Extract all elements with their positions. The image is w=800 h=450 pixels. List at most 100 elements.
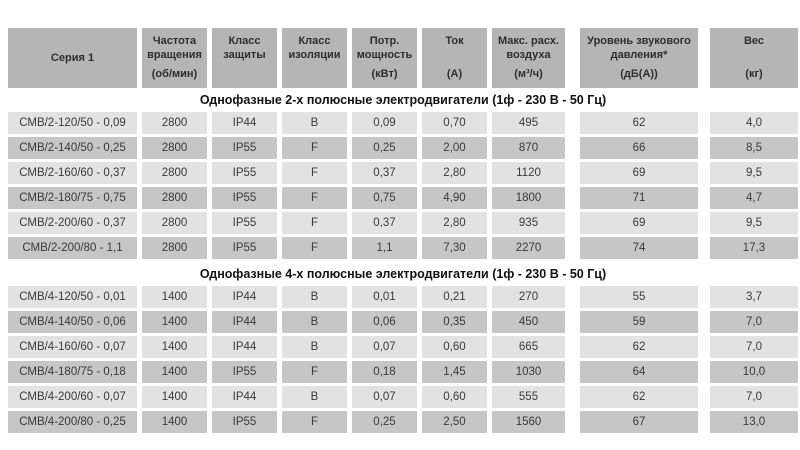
cell-value: 0,35 [422, 311, 487, 333]
cell-value: 2,50 [422, 411, 487, 433]
cell-value: 0,70 [422, 112, 487, 134]
cell-value: 17,3 [710, 237, 798, 259]
cell-value: 1030 [492, 361, 565, 383]
cell-value: IP44 [212, 336, 277, 358]
cell-value: 7,0 [710, 386, 798, 408]
table-row: СМВ/4-180/75 - 0,18 1400 IP55 F 0,18 1,45 1030… [8, 361, 800, 383]
table-row: СМВ/2-180/75 - 0,75 2800 IP55 F 0,75 4,90 1800… [8, 187, 800, 209]
cell-value: 0,25 [352, 137, 417, 159]
cell-value: IP55 [212, 237, 277, 259]
cell-value: 62 [580, 386, 698, 408]
header-power: Потр. мощность (кВт) [352, 28, 417, 88]
cell-value: 2800 [142, 187, 207, 209]
cell-model-name: СМВ/2-160/60 - 0,37 [8, 162, 137, 184]
header-unit: (кВт) [371, 68, 398, 81]
cell-value: F [282, 137, 347, 159]
cell-value: 9,5 [710, 162, 798, 184]
cell-value: 55 [580, 286, 698, 308]
cell-value: F [282, 162, 347, 184]
cell-value: F [282, 361, 347, 383]
cell-value: 1,45 [422, 361, 487, 383]
cell-value: 1,1 [352, 237, 417, 259]
cell-model-name: СМВ/2-180/75 - 0,75 [8, 187, 137, 209]
cell-value: 0,75 [352, 187, 417, 209]
cell-value: 2800 [142, 162, 207, 184]
cell-value: 69 [580, 162, 698, 184]
cell-model-name: СМВ/4-120/50 - 0,01 [8, 286, 137, 308]
header-label: Класс изоляции [288, 35, 341, 61]
cell-value: 3,7 [710, 286, 798, 308]
cell-value: IP55 [212, 411, 277, 433]
header-max-airflow: Макс. расх. воздуха (м³/ч) [492, 28, 565, 88]
motor-spec-table: Серия 1 Частота вращения (об/мин) Класс … [8, 28, 800, 433]
header-label: Частота вращения [147, 35, 202, 61]
table-row: СМВ/4-200/60 - 0,07 1400 IP44 B 0,07 0,60 555 6… [8, 386, 800, 408]
cell-value: IP55 [212, 162, 277, 184]
cell-value: IP44 [212, 112, 277, 134]
cell-value: 0,07 [352, 336, 417, 358]
header-protection-class: Класс защиты [212, 28, 277, 88]
cell-value: 1400 [142, 311, 207, 333]
cell-value: 62 [580, 112, 698, 134]
cell-value: 7,30 [422, 237, 487, 259]
cell-value: 0,37 [352, 212, 417, 234]
cell-model-name: СМВ/4-160/60 - 0,07 [8, 336, 137, 358]
cell-value: 4,0 [710, 112, 798, 134]
cell-value: 0,06 [352, 311, 417, 333]
header-rotation-speed: Частота вращения (об/мин) [142, 28, 207, 88]
cell-value: 59 [580, 311, 698, 333]
header-label: Ток [445, 35, 464, 47]
cell-value: 0,21 [422, 286, 487, 308]
header-weight: Вес (кг) [710, 28, 798, 88]
header-series: Серия 1 [8, 28, 137, 88]
motor-spec-page: Серия 1 Частота вращения (об/мин) Класс … [8, 28, 800, 433]
cell-value: B [282, 386, 347, 408]
cell-value: 71 [580, 187, 698, 209]
header-sound-pressure: Уровень звукового давления* (дБ(А)) [580, 28, 698, 88]
header-current: Ток (А) [422, 28, 487, 88]
cell-value: B [282, 336, 347, 358]
cell-value: 1120 [492, 162, 565, 184]
cell-value: 74 [580, 237, 698, 259]
cell-value: B [282, 112, 347, 134]
table-row: СМВ/2-160/60 - 0,37 2800 IP55 F 0,37 2,80 1120… [8, 162, 800, 184]
cell-value: 64 [580, 361, 698, 383]
cell-value: 9,5 [710, 212, 798, 234]
table-header-row: Серия 1 Частота вращения (об/мин) Класс … [8, 28, 800, 88]
cell-value: 2800 [142, 137, 207, 159]
cell-value: 2,80 [422, 212, 487, 234]
table-row: СМВ/2-200/80 - 1,1 2800 IP55 F 1,1 7,30 2270 74… [8, 237, 800, 259]
cell-value: 7,0 [710, 336, 798, 358]
header-insulation-class: Класс изоляции [282, 28, 347, 88]
table-row: СМВ/4-120/50 - 0,01 1400 IP44 B 0,01 0,21 270 5… [8, 286, 800, 308]
cell-value: 495 [492, 112, 565, 134]
header-unit: (об/мин) [151, 68, 198, 81]
cell-value: F [282, 187, 347, 209]
cell-model-name: СМВ/2-200/60 - 0,37 [8, 212, 137, 234]
cell-value: 10,0 [710, 361, 798, 383]
cell-value: F [282, 212, 347, 234]
table-body: Однофазные 2-х полюсные электродвигатели… [8, 88, 800, 433]
cell-value: IP44 [212, 386, 277, 408]
cell-value: 2800 [142, 237, 207, 259]
cell-value: 0,37 [352, 162, 417, 184]
cell-value: IP55 [212, 137, 277, 159]
cell-value: 0,25 [352, 411, 417, 433]
cell-value: 0,18 [352, 361, 417, 383]
header-label: Класс защиты [223, 35, 266, 61]
cell-value: 7,0 [710, 311, 798, 333]
header-unit: (дБ(А)) [620, 68, 658, 81]
cell-value: 1400 [142, 386, 207, 408]
cell-value: 13,0 [710, 411, 798, 433]
cell-value: 1800 [492, 187, 565, 209]
cell-value: 270 [492, 286, 565, 308]
cell-value: 67 [580, 411, 698, 433]
cell-value: 62 [580, 336, 698, 358]
cell-value: 0,07 [352, 386, 417, 408]
cell-value: IP55 [212, 361, 277, 383]
cell-value: 4,7 [710, 187, 798, 209]
cell-value: 1560 [492, 411, 565, 433]
cell-value: 0,60 [422, 336, 487, 358]
cell-value: B [282, 286, 347, 308]
header-label: Уровень звукового давления* [587, 35, 691, 61]
